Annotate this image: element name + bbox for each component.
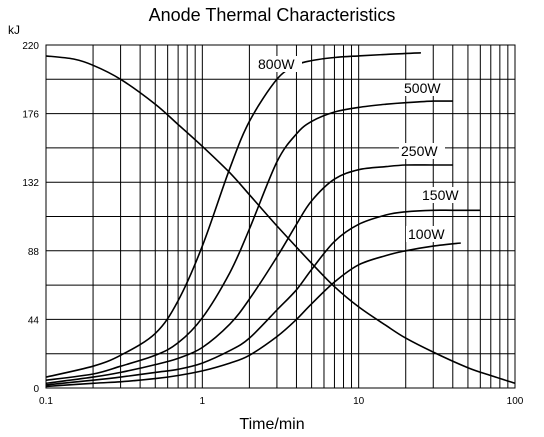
series-label-800w: 800W [258, 56, 295, 72]
axes [45, 44, 516, 389]
x-tick-label: 10 [353, 396, 365, 407]
series-line-800w [45, 52, 421, 378]
series-label-bg [402, 80, 448, 96]
x-tick-label: 0.1 [39, 396, 53, 407]
x-tick-label: 100 [507, 396, 524, 407]
series-label-100w: 100W [408, 226, 445, 242]
chart-title: Anode Thermal Characteristics [148, 5, 396, 25]
series-label-250w: 250W [401, 143, 438, 159]
series-line-150w [45, 209, 481, 386]
y-tick-label: 44 [28, 315, 40, 326]
series-label-500w: 500W [404, 80, 441, 96]
series-label-bg [399, 143, 445, 159]
y-axis-label: kJ [8, 23, 20, 37]
series-label-bg [256, 56, 302, 72]
y-tick-label: 88 [28, 247, 40, 258]
series-line-250w [45, 164, 453, 385]
series-labels: 800W 500W 250W 150W 100W [256, 56, 466, 242]
series-label-bg [420, 187, 466, 203]
y-tick-label: 0 [33, 384, 39, 395]
series-label-bg [406, 226, 452, 242]
series-line-100w [45, 242, 461, 388]
y-tick-label: 132 [22, 178, 39, 189]
y-tick-label: 176 [22, 110, 39, 121]
cooling-curve-line [45, 55, 516, 385]
grid [45, 44, 516, 389]
series-line-500w [45, 100, 453, 381]
x-axis-label: Time/min [239, 416, 304, 433]
plot-frame [45, 44, 516, 389]
series-label-150w: 150W [422, 187, 459, 203]
x-tick-label: 1 [200, 396, 206, 407]
tick-labels: 0 44 88 132 176 220 0.1 1 10 100 [22, 41, 523, 407]
y-tick-label: 220 [22, 41, 39, 52]
series-lines [45, 52, 516, 388]
